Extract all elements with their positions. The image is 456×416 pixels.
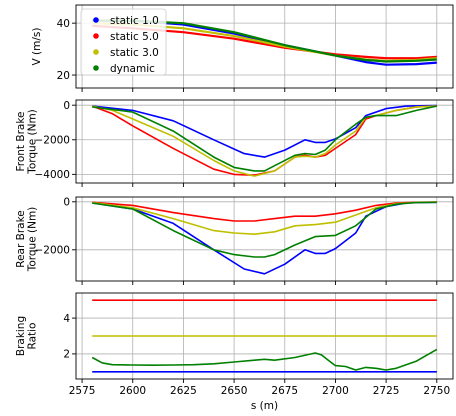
x-tick-label: 2625 <box>170 385 197 397</box>
front-brake-torque-panel: −4000 −2000 0 Front BrakeTorque (Nm) <box>15 99 454 187</box>
speed-panel: 20 40 V (m/s) static 1.0 static 5.0 static 3.… <box>31 4 454 92</box>
x-tick-label: 2750 <box>423 385 450 397</box>
legend-label: dynamic <box>110 63 155 75</box>
y-tick-label: 0 <box>63 197 70 209</box>
legend-label: static 3.0 <box>110 47 159 59</box>
rear-brake-torque-panel: −2000 0 Rear BrakeTorque (Nm) <box>15 196 454 285</box>
series-line-dynamic <box>92 201 437 258</box>
y-axis-label: V (m/s) <box>31 28 43 66</box>
y-tick-label: 4 <box>63 313 70 325</box>
y-tick-label: 40 <box>57 18 70 30</box>
x-tick-label: 2650 <box>221 385 248 397</box>
series-line-static-1-0 <box>92 201 437 275</box>
y-axis-label: Rear BrakeTorque (Nm) <box>15 207 39 273</box>
legend: static 1.0 static 5.0 static 3.0 dynamic <box>80 8 167 76</box>
y-axis-label: BrakingRatio <box>15 316 39 356</box>
series-line-dynamic <box>91 348 438 371</box>
series-line-dynamic <box>92 105 437 172</box>
y-tick-label: 2 <box>63 349 70 361</box>
legend-marker <box>93 17 99 23</box>
legend-marker <box>93 65 99 71</box>
x-tick-label: 2675 <box>271 385 298 397</box>
legend-box <box>80 8 167 76</box>
y-tick-label: −2000 <box>34 245 70 257</box>
y-tick-label: 0 <box>63 100 70 112</box>
y-tick-label: −2000 <box>34 135 70 147</box>
x-tick-label: 2725 <box>373 385 400 397</box>
legend-marker <box>93 49 99 55</box>
series-line-static-5-0 <box>92 201 437 222</box>
y-tick-label: 20 <box>57 70 70 82</box>
y-axis-label: Front BrakeTorque (Nm) <box>15 109 39 175</box>
x-axis-label: s (m) <box>251 400 278 412</box>
axes-frame <box>75 196 454 282</box>
x-tick-label: 2575 <box>69 385 96 397</box>
axes-frame <box>75 4 454 89</box>
x-tick-label: 2700 <box>322 385 349 397</box>
legend-label: static 1.0 <box>110 15 159 27</box>
axes-frame <box>75 99 454 184</box>
series-line-static-1-0 <box>92 104 437 158</box>
legend-label: static 5.0 <box>110 31 159 43</box>
axes-frame <box>75 292 454 380</box>
x-tick-label: 2600 <box>119 385 146 397</box>
legend-marker <box>93 33 99 39</box>
braking-ratio-panel: 2 4 2575 2600 2625 2650 2675 2700 2725 2750 Brakin… <box>15 292 454 412</box>
y-tick-label: −4000 <box>34 169 70 181</box>
